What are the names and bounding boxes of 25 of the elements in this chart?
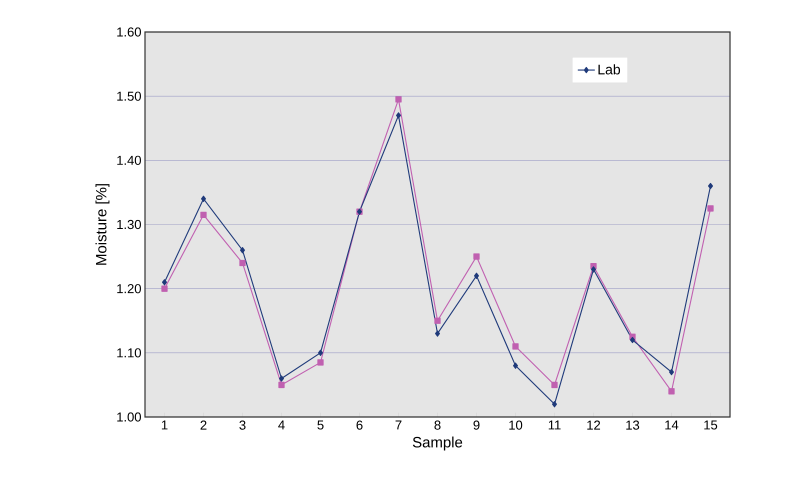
x-tick-label: 14 — [665, 420, 678, 430]
x-tick-label: 6 — [356, 420, 363, 430]
x-tick-label: 1 — [162, 420, 168, 430]
y-tick-label: 1.10 — [117, 348, 141, 358]
y-tick-label: 1.00 — [117, 412, 141, 422]
y-tick-label: 1.20 — [117, 284, 141, 294]
x-tick-label: 4 — [278, 420, 285, 430]
x-tick-label: 15 — [704, 420, 718, 430]
y-tick-label: 1.40 — [117, 156, 141, 165]
x-tick-label: 5 — [317, 420, 324, 430]
x-tick-label: 8 — [434, 420, 441, 430]
x-tick-label: 11 — [548, 420, 561, 430]
legend-label: Lab — [598, 64, 620, 74]
y-tick-label: 1.50 — [117, 92, 141, 101]
x-tick-label: 2 — [200, 420, 206, 430]
x-tick-label: 9 — [474, 420, 480, 430]
x-tick-label: 12 — [587, 420, 600, 430]
x-axis-title: Sample — [412, 436, 462, 450]
y-axis-title: Moisture [%] — [96, 184, 110, 265]
x-tick-label: 10 — [509, 420, 522, 430]
x-tick-label: 7 — [396, 420, 402, 430]
x-tick-label: 13 — [626, 420, 640, 430]
y-tick-label: 1.60 — [117, 27, 141, 37]
x-tick-label: 3 — [239, 420, 246, 430]
y-tick-label: 1.30 — [117, 220, 141, 230]
